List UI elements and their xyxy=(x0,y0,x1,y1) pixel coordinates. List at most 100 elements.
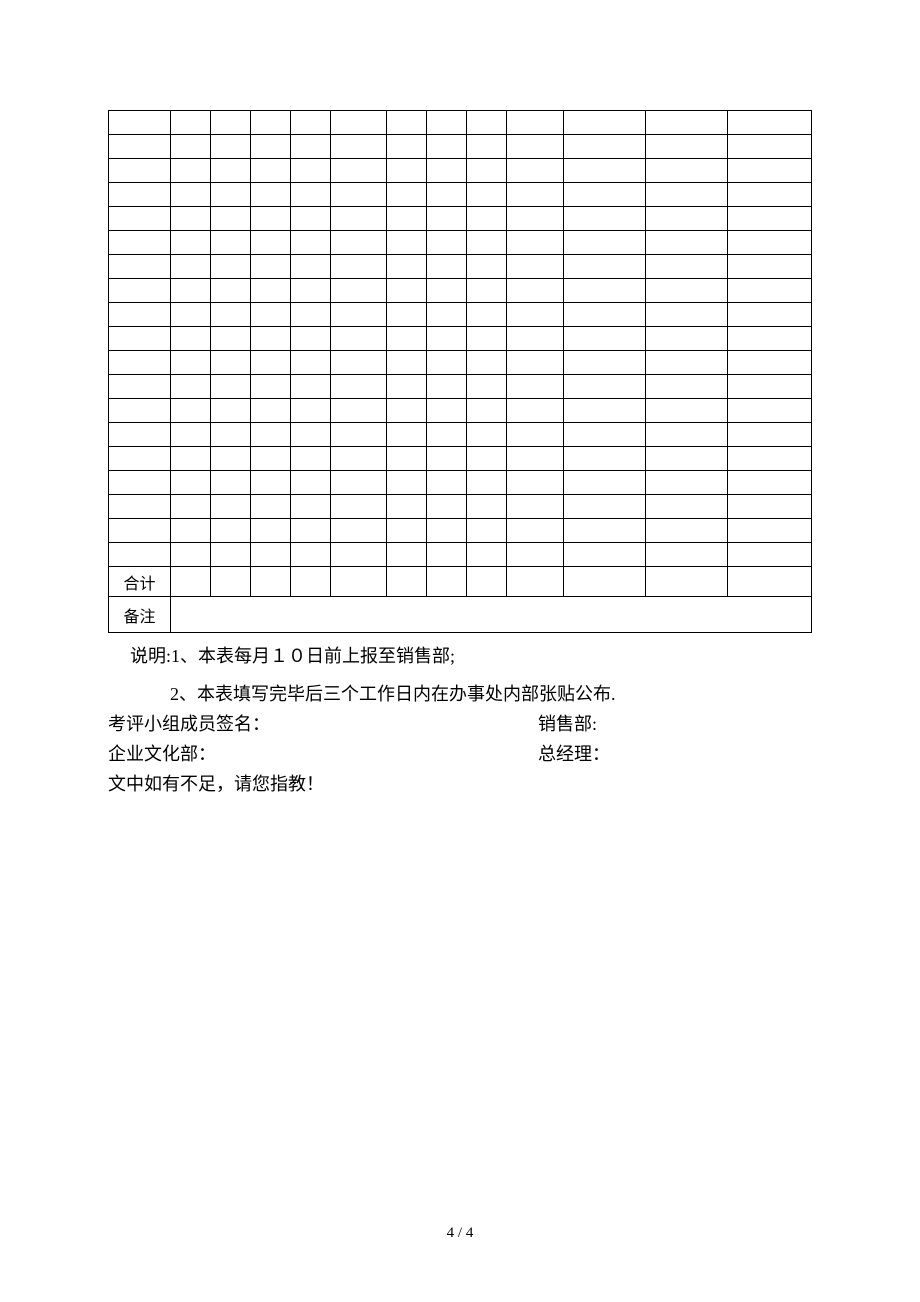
table-cell xyxy=(331,231,387,255)
table-cell xyxy=(171,423,211,447)
table-cell xyxy=(109,231,171,255)
table-cell xyxy=(251,303,291,327)
table-cell xyxy=(563,327,645,351)
table-cell xyxy=(251,159,291,183)
table-row xyxy=(109,183,812,207)
table-cell xyxy=(331,471,387,495)
table-cell xyxy=(645,519,727,543)
evaluation-table: 合计备注 xyxy=(108,110,812,633)
table-cell xyxy=(467,255,507,279)
table-cell xyxy=(109,351,171,375)
table-cell xyxy=(427,495,467,519)
table-cell xyxy=(427,471,467,495)
table-cell xyxy=(507,159,563,183)
table-cell xyxy=(211,111,251,135)
table-cell xyxy=(467,111,507,135)
table-cell xyxy=(331,519,387,543)
table-cell xyxy=(563,471,645,495)
table-cell xyxy=(109,375,171,399)
notes-content xyxy=(171,597,812,633)
table-cell xyxy=(507,447,563,471)
table-cell xyxy=(251,519,291,543)
table-cell xyxy=(427,375,467,399)
table-cell xyxy=(291,231,331,255)
table-cell xyxy=(427,111,467,135)
table-cell xyxy=(645,327,727,351)
table-cell xyxy=(645,279,727,303)
table-cell xyxy=(331,183,387,207)
table-cell xyxy=(427,519,467,543)
table-row xyxy=(109,303,812,327)
table-cell xyxy=(427,567,467,597)
table-cell xyxy=(251,423,291,447)
sig-sales-dept: 销售部: xyxy=(538,709,812,739)
sig-group-members: 考评小组成员签名： xyxy=(108,709,538,739)
table-cell xyxy=(211,519,251,543)
table-cell xyxy=(171,303,211,327)
table-cell xyxy=(563,303,645,327)
table-cell xyxy=(727,519,811,543)
table-cell xyxy=(291,159,331,183)
notes-label: 备注 xyxy=(109,597,171,633)
table-cell xyxy=(645,255,727,279)
table-cell xyxy=(563,543,645,567)
table-cell xyxy=(387,231,427,255)
table-cell xyxy=(251,183,291,207)
table-row xyxy=(109,111,812,135)
page-number: 4 / 4 xyxy=(0,1225,920,1242)
table-cell xyxy=(645,495,727,519)
total-label: 合计 xyxy=(109,567,171,597)
table-cell xyxy=(427,543,467,567)
table-cell xyxy=(645,447,727,471)
table-row xyxy=(109,351,812,375)
explanation-line1: 1、本表每月１０日前上报至销售部; xyxy=(171,646,455,666)
table-cell xyxy=(507,351,563,375)
table-cell xyxy=(507,255,563,279)
table-cell xyxy=(171,135,211,159)
table-cell xyxy=(563,183,645,207)
table-cell xyxy=(251,207,291,231)
table-cell xyxy=(331,495,387,519)
table-cell xyxy=(727,183,811,207)
table-cell xyxy=(387,471,427,495)
table-cell xyxy=(211,231,251,255)
table-cell xyxy=(291,423,331,447)
table-cell xyxy=(563,351,645,375)
table-cell xyxy=(645,207,727,231)
table-cell xyxy=(467,183,507,207)
table-cell xyxy=(331,279,387,303)
table-cell xyxy=(387,111,427,135)
table-cell xyxy=(331,567,387,597)
table-cell xyxy=(387,519,427,543)
table-cell xyxy=(645,111,727,135)
table-cell xyxy=(171,447,211,471)
table-row xyxy=(109,135,812,159)
table-cell xyxy=(211,543,251,567)
table-cell xyxy=(251,399,291,423)
table-cell xyxy=(645,135,727,159)
sig-culture-dept: 企业文化部： xyxy=(108,739,538,769)
table-cell xyxy=(467,471,507,495)
closing-note: 文中如有不足，请您指教！ xyxy=(108,769,812,799)
table-row xyxy=(109,471,812,495)
table-cell xyxy=(331,111,387,135)
table-cell xyxy=(563,207,645,231)
table-cell xyxy=(507,327,563,351)
table-cell xyxy=(645,375,727,399)
table-cell xyxy=(251,279,291,303)
table-cell xyxy=(507,495,563,519)
table-cell xyxy=(645,399,727,423)
table-cell xyxy=(211,423,251,447)
table-cell xyxy=(291,351,331,375)
table-cell xyxy=(171,231,211,255)
table-cell xyxy=(171,519,211,543)
signature-section: 考评小组成员签名： 销售部: 企业文化部： 总经理： xyxy=(108,709,812,769)
table-cell xyxy=(109,159,171,183)
table-cell xyxy=(387,159,427,183)
notes-row: 备注 xyxy=(109,597,812,633)
table-cell xyxy=(467,135,507,159)
table-cell xyxy=(727,375,811,399)
table-cell xyxy=(563,135,645,159)
table-cell xyxy=(291,543,331,567)
table-cell xyxy=(427,423,467,447)
